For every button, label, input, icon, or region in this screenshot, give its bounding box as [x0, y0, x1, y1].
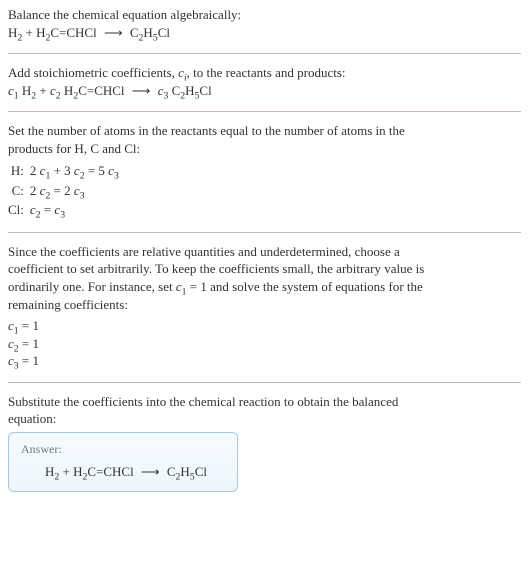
sub: 3 — [60, 210, 65, 221]
s4-p3: ordinarily one. For instance, set c1 = 1… — [8, 278, 521, 296]
coefficient-list: c1 = 1 c2 = 1 c3 = 1 — [8, 317, 521, 370]
s3-intro2: products for H, C and Cl: — [8, 140, 521, 158]
sub: 3 — [80, 190, 85, 201]
txt: = 1 — [19, 336, 39, 351]
element-label: Cl: — [8, 200, 30, 220]
txt: 2 — [30, 163, 40, 178]
txt: , to the reactants and products: — [187, 65, 346, 80]
s5-p2: equation: — [8, 410, 521, 428]
divider — [8, 382, 521, 383]
txt: H — [185, 83, 194, 98]
element-label: C: — [8, 181, 30, 201]
section-2: Add stoichiometric coefficients, ci, to … — [8, 64, 521, 99]
section-1: Balance the chemical equation algebraica… — [8, 6, 521, 41]
s2-equation: c1 H2 + c2 H2C=CHCl ⟶ c3 C2H5Cl — [8, 82, 521, 100]
txt: = 2 — [50, 183, 74, 198]
txt: C=CHCl — [87, 464, 133, 479]
list-item: c3 = 1 — [8, 352, 521, 370]
s5-p1: Substitute the coefficients into the che… — [8, 393, 521, 411]
txt: H — [180, 464, 189, 479]
s2-line1: Add stoichiometric coefficients, ci, to … — [8, 64, 521, 82]
divider — [8, 111, 521, 112]
answer-equation: H2 + H2C=CHCl ⟶ C2H5Cl — [21, 463, 225, 481]
txt: C=CHCl — [78, 83, 124, 98]
s1-line1: Balance the chemical equation algebraica… — [8, 6, 521, 24]
table-row: C: 2 c2 = 2 c3 — [8, 181, 123, 201]
equation-cell: 2 c1 + 3 c2 = 5 c3 — [30, 161, 123, 181]
txt: + 3 — [50, 163, 74, 178]
txt: C — [168, 83, 180, 98]
txt: H — [8, 25, 17, 40]
divider — [8, 232, 521, 233]
txt: = — [41, 202, 55, 217]
txt: C — [130, 25, 139, 40]
arrow-icon: ⟶ — [128, 82, 155, 100]
txt: + H — [59, 464, 82, 479]
s4-p1: Since the coefficients are relative quan… — [8, 243, 521, 261]
section-4: Since the coefficients are relative quan… — [8, 243, 521, 370]
atom-equations-table: H: 2 c1 + 3 c2 = 5 c3 C: 2 c2 = 2 c3 Cl:… — [8, 161, 123, 220]
txt: = 5 — [85, 163, 109, 178]
s4-p4: remaining coefficients: — [8, 296, 521, 314]
txt: ordinarily one. For instance, set — [8, 279, 176, 294]
list-item: c1 = 1 — [8, 317, 521, 335]
equation-cell: c2 = c3 — [30, 200, 123, 220]
element-label: H: — [8, 161, 30, 181]
txt: Cl — [158, 25, 170, 40]
txt: = 1 and solve the system of equations fo… — [187, 279, 423, 294]
txt: Cl — [195, 464, 207, 479]
txt: Cl — [199, 83, 211, 98]
s1-equation: H2 + H2C=CHCl ⟶ C2H5Cl — [8, 24, 521, 42]
divider — [8, 53, 521, 54]
table-row: H: 2 c1 + 3 c2 = 5 c3 — [8, 161, 123, 181]
txt: H — [45, 464, 54, 479]
txt: C — [167, 464, 176, 479]
answer-label: Answer: — [21, 441, 225, 457]
arrow-icon: ⟶ — [100, 24, 127, 42]
txt: H — [143, 25, 152, 40]
txt: Add stoichiometric coefficients, — [8, 65, 178, 80]
s3-intro1: Set the number of atoms in the reactants… — [8, 122, 521, 140]
sub: 3 — [114, 171, 119, 182]
txt: = 1 — [19, 353, 39, 368]
arrow-icon: ⟶ — [137, 463, 164, 481]
section-3: Set the number of atoms in the reactants… — [8, 122, 521, 220]
txt: H — [19, 83, 32, 98]
list-item: c2 = 1 — [8, 335, 521, 353]
section-5: Substitute the coefficients into the che… — [8, 393, 521, 492]
txt: 2 — [30, 183, 40, 198]
txt: = 1 — [19, 318, 39, 333]
txt: + H — [22, 25, 45, 40]
equation-cell: 2 c2 = 2 c3 — [30, 181, 123, 201]
answer-box: Answer: H2 + H2C=CHCl ⟶ C2H5Cl — [8, 432, 238, 492]
txt: C=CHCl — [50, 25, 96, 40]
txt: + — [36, 83, 50, 98]
txt: H — [61, 83, 74, 98]
s4-p2: coefficient to set arbitrarily. To keep … — [8, 260, 521, 278]
table-row: Cl: c2 = c3 — [8, 200, 123, 220]
